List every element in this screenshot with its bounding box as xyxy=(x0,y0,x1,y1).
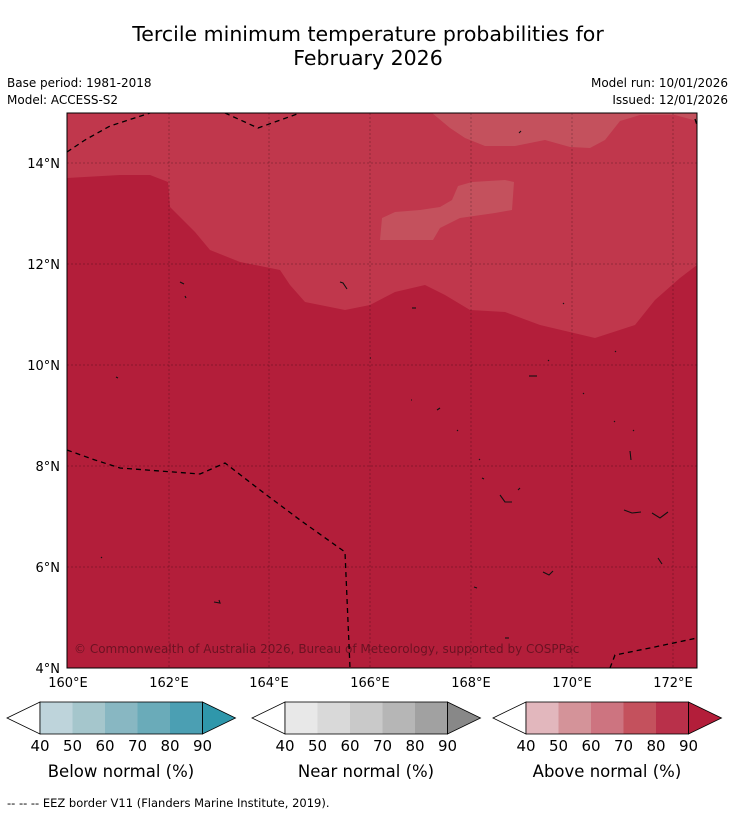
lat-label-8: 8°N xyxy=(36,460,61,475)
meta-left: Base period: 1981-2018 Model: ACCESS-S2 xyxy=(7,75,152,109)
legend-label-above: Above normal (%) xyxy=(532,762,682,781)
lon-label-162: 162°E xyxy=(149,676,189,691)
legend-near-min-arrow xyxy=(251,701,286,735)
legend-near-normal: 40 50 60 70 80 90 xyxy=(251,701,482,755)
legend-above-normal: 40 50 60 70 80 90 xyxy=(492,701,723,755)
lon-labels: 160°E 162°E 164°E 166°E 168°E 170°E 172°… xyxy=(48,676,693,691)
legend-above-tick: 70 xyxy=(614,737,633,755)
title-line-1: Tercile minimum temperature probabilitie… xyxy=(132,22,604,46)
legend-above-outline xyxy=(525,701,689,735)
legend-above-tick: 80 xyxy=(646,737,665,755)
legend-below-tick: 90 xyxy=(193,737,212,755)
legend-near-tick: 60 xyxy=(340,737,359,755)
lon-label-160: 160°E xyxy=(48,676,88,691)
legend-above-swatch xyxy=(526,702,559,734)
legend-near-tick: 50 xyxy=(308,737,327,755)
legend-above-swatch xyxy=(558,702,591,734)
legend-below-normal: 40 50 60 70 80 90 xyxy=(6,701,237,755)
legend-below-swatch xyxy=(105,702,138,734)
legend-near-tick: 90 xyxy=(438,737,457,755)
legend-near-swatch xyxy=(382,702,415,734)
legend-below-outline xyxy=(39,701,203,735)
islands xyxy=(100,130,669,639)
legend-near-tick: 70 xyxy=(373,737,392,755)
legend-below-tick: 80 xyxy=(160,737,179,755)
meta-right: Model run: 10/01/2026 Issued: 12/01/2026 xyxy=(591,75,728,109)
legend-near-swatch xyxy=(350,702,383,734)
legend-above-max-arrow xyxy=(688,701,723,735)
legend-near-outline xyxy=(284,701,448,735)
legend-below-swatch xyxy=(137,702,170,734)
eez-footnote: -- -- -- EEZ border V11 (Flanders Marine… xyxy=(7,796,330,810)
map-frame xyxy=(66,112,698,669)
lat-label-10: 10°N xyxy=(27,359,60,374)
issued-date: Issued: 12/01/2026 xyxy=(612,93,728,107)
lon-label-166: 166°E xyxy=(350,676,390,691)
map-area: © Commonwealth of Australia 2026, Bureau… xyxy=(67,113,697,668)
model-run: Model run: 10/01/2026 xyxy=(590,76,728,90)
legend-below-min-arrow xyxy=(6,701,41,735)
legend-above-swatch xyxy=(656,702,689,734)
lon-label-170: 170°E xyxy=(552,676,592,691)
base-period: Base period: 1981-2018 xyxy=(7,76,152,90)
legend-above-tick: 50 xyxy=(549,737,568,755)
legend-above-tick: 40 xyxy=(516,737,535,755)
region-above-60 xyxy=(380,180,514,240)
legend-below-swatch xyxy=(72,702,105,734)
lat-label-12: 12°N xyxy=(27,258,60,273)
legend-near-tick: 80 xyxy=(405,737,424,755)
grid-lines xyxy=(67,113,697,668)
lon-label-164: 164°E xyxy=(249,676,289,691)
eez-borders xyxy=(67,113,697,668)
region-above-60-top xyxy=(432,113,697,148)
copyright-text: © Commonwealth of Australia 2026, Bureau… xyxy=(74,642,579,656)
lat-label-14: 14°N xyxy=(27,157,60,172)
legend-label-below: Below normal (%) xyxy=(47,762,195,781)
lon-label-172: 172°E xyxy=(653,676,693,691)
legend-below-max-arrow xyxy=(202,701,237,735)
legend-near-swatch xyxy=(415,702,448,734)
legend-above-tick: 90 xyxy=(679,737,698,755)
lat-label-6: 6°N xyxy=(36,561,61,576)
legend-near-swatch xyxy=(317,702,350,734)
legend-above-swatch xyxy=(623,702,656,734)
legend-above-min-arrow xyxy=(492,701,527,735)
legend-below-tick: 50 xyxy=(63,737,82,755)
legend-below-swatch xyxy=(170,702,203,734)
legend-near-swatch xyxy=(285,702,318,734)
legend-above-swatch xyxy=(591,702,624,734)
map-title: Tercile minimum temperature probabilitie… xyxy=(0,22,736,70)
legends: 40 50 60 70 80 90 40 50 60 70 80 90 40 50 60 70 80 90 xyxy=(6,701,723,755)
legend-below-swatch xyxy=(40,702,73,734)
lon-label-168: 168°E xyxy=(451,676,491,691)
legend-near-tick: 40 xyxy=(275,737,294,755)
lat-label-4: 4°N xyxy=(36,662,61,677)
model-name: Model: ACCESS-S2 xyxy=(7,93,119,107)
probability-map: © Commonwealth of Australia 2026, Bureau… xyxy=(27,112,698,691)
legend-label-near: Near normal (%) xyxy=(297,762,435,781)
legend-below-tick: 40 xyxy=(30,737,49,755)
legend-above-tick: 60 xyxy=(581,737,600,755)
legend-below-tick: 60 xyxy=(95,737,114,755)
legend-below-tick: 70 xyxy=(128,737,147,755)
legend-near-max-arrow xyxy=(447,701,482,735)
title-line-2: February 2026 xyxy=(293,46,443,70)
lat-labels: 14°N 12°N 10°N 8°N 6°N 4°N xyxy=(27,157,60,677)
